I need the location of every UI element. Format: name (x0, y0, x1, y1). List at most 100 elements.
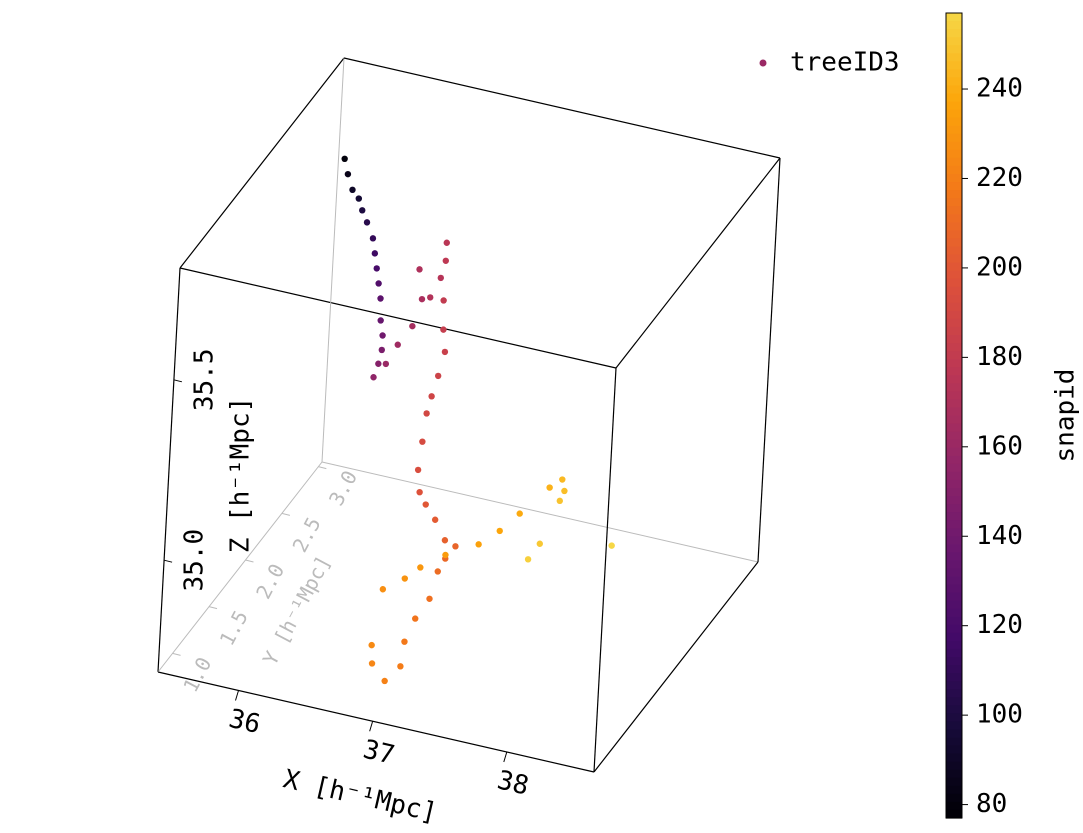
colorbar-segment (946, 560, 962, 570)
data-point (382, 360, 390, 368)
box-edge (157, 461, 323, 673)
colorbar-segment (946, 53, 962, 62)
colorbar-segment (946, 174, 962, 183)
z-tick (173, 379, 183, 383)
colorbar-segment (946, 214, 962, 223)
colorbar-tick-label: 100 (976, 700, 1023, 730)
x-tick-label: 37 (360, 735, 397, 771)
colorbar-segment (946, 536, 962, 545)
box-edge (615, 157, 781, 369)
colorbar-tick-label: 200 (976, 252, 1023, 282)
data-point (414, 466, 422, 474)
colorbar-tick-label: 220 (976, 163, 1023, 193)
data-point (355, 195, 363, 202)
z-tick (163, 559, 173, 563)
colorbar-segment (946, 141, 962, 151)
colorbar-segment (946, 713, 962, 722)
colorbar-segment (946, 182, 962, 191)
colorbar-tick-label: 180 (976, 342, 1023, 372)
colorbar-segment (946, 729, 962, 739)
data-point (409, 322, 416, 330)
colorbar-segment (946, 37, 962, 46)
colorbar-segment (946, 206, 962, 215)
colorbar-segment (946, 318, 962, 328)
data-point (379, 586, 387, 593)
colorbar-tick-label: 240 (976, 74, 1023, 104)
data-point (379, 332, 386, 339)
data-point (368, 660, 376, 667)
data-point (561, 487, 568, 495)
data-point (427, 294, 434, 301)
data-point (397, 663, 404, 670)
colorbar-segment (946, 431, 962, 441)
colorbar-segment (946, 504, 962, 513)
colorbar-segment (946, 705, 962, 714)
data-point (341, 155, 348, 163)
colorbar-segment (946, 745, 962, 755)
box-edge (157, 267, 181, 673)
data-point (423, 410, 430, 417)
colorbar-segment (946, 359, 962, 368)
legend-label: treeID3 (790, 48, 900, 78)
colorbar-segment (946, 125, 962, 135)
legend-marker (759, 59, 767, 67)
colorbar-segment (946, 149, 962, 159)
colorbar-tick-label: 140 (976, 521, 1023, 551)
colorbar-segment (946, 133, 962, 143)
colorbar-segment (946, 471, 962, 481)
data-point (375, 360, 382, 367)
colorbar-tick-label: 160 (976, 431, 1023, 461)
data-point (378, 346, 386, 354)
data-point (426, 595, 433, 602)
box-edge (321, 57, 345, 463)
data-point (556, 497, 563, 505)
data-point (452, 543, 459, 550)
colorbar-segment (946, 246, 962, 256)
data-point (443, 239, 450, 246)
colorbar-segment (946, 568, 962, 578)
colorbar-segment (946, 616, 962, 626)
colorbar-segment (946, 302, 962, 312)
data-point (422, 501, 429, 508)
y-tick-label: 1.0 (178, 653, 216, 696)
data-point (401, 638, 408, 645)
colorbar-segment (946, 190, 962, 199)
colorbar-segment (946, 528, 962, 537)
colorbar-segment (946, 278, 962, 288)
colorbar-segment (946, 447, 962, 457)
data-point (416, 488, 423, 496)
colorbar-segment (946, 165, 962, 175)
colorbar-segment (946, 520, 962, 529)
colorbar-segment (946, 769, 962, 779)
colorbar-segment (946, 640, 962, 650)
colorbar-segment (946, 737, 962, 747)
colorbar-segment (946, 648, 962, 658)
colorbar-segment (946, 391, 962, 400)
box-edge (321, 461, 759, 563)
colorbar-segment (946, 61, 962, 70)
colorbar-segment (946, 584, 962, 594)
colorbar-segment (946, 552, 962, 561)
colorbar-segment (946, 335, 962, 344)
colorbar-segment (946, 761, 962, 771)
data-point (371, 250, 379, 257)
data-point (441, 537, 449, 544)
colorbar-frame (945, 12, 963, 819)
colorbar-segment (946, 657, 962, 666)
colorbar-segment (946, 157, 962, 167)
colorbar-segment (946, 463, 962, 473)
data-point (434, 372, 442, 380)
colorbar-segment (946, 262, 962, 272)
colorbar-segment (946, 343, 962, 352)
y-tick (245, 559, 254, 563)
data-point (373, 265, 380, 272)
data-point (559, 476, 566, 483)
data-point (434, 568, 441, 575)
colorbar-segment (946, 681, 962, 690)
colorbar-segment (946, 351, 962, 360)
colorbar-segment (946, 375, 962, 384)
colorbar-segment (946, 367, 962, 376)
box-edge (593, 561, 759, 773)
x-tick-label: 36 (226, 704, 263, 740)
data-point (536, 540, 543, 547)
